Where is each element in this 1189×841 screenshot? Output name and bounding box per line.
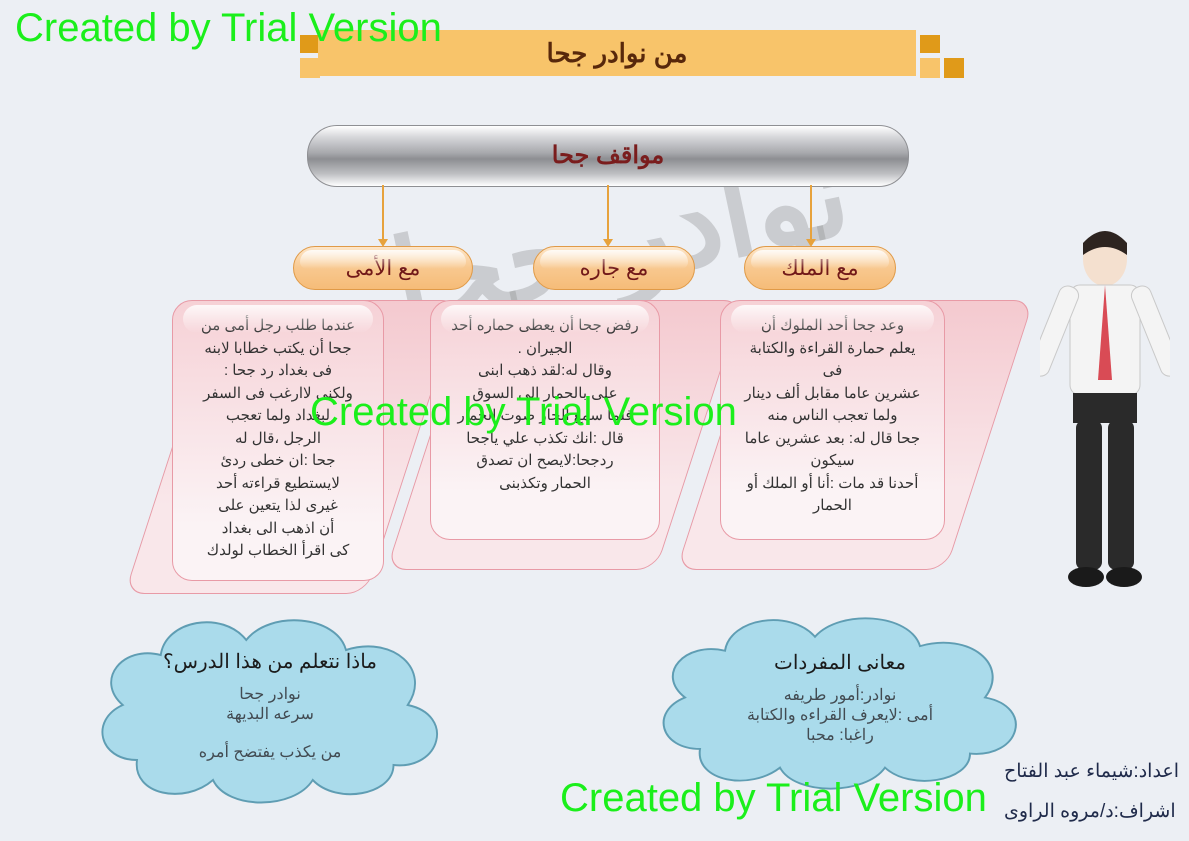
pill-label: مع الملك (781, 256, 858, 281)
pill-label: مع جاره (580, 256, 649, 281)
person-icon (1040, 225, 1170, 605)
cloud-line (268, 724, 272, 742)
pill-umi: مع الأمى (293, 246, 473, 290)
cloud-line: راغبا: محبا (806, 725, 874, 745)
card-front: وعد جحا أحد الملوك أن يعلم حمارة القراءة… (720, 300, 945, 540)
connector-line (810, 185, 812, 239)
card-neighbor: رفض جحا أن يعطى حماره أحد الجيران . وقال… (430, 300, 700, 570)
cloud-line: أمى :لايعرف القراءه والكتابة (747, 705, 933, 725)
title-deco-square (944, 58, 964, 78)
connector-line (382, 185, 384, 239)
pill-label: مع الأمى (346, 256, 421, 281)
cloud-text: معانى المفردات نوادر:أمور طريفهأمى :لايعر… (640, 590, 1040, 805)
pill-king: مع الملك (744, 246, 896, 290)
card-king: وعد جحا أحد الملوك أن يعلم حمارة القراءة… (720, 300, 990, 570)
cloud-line: نوادر جحا (239, 684, 301, 704)
cloud-vocab: معانى المفردات نوادر:أمور طريفهأمى :لايعر… (640, 590, 1040, 805)
trial-watermark: Created by Trial Version (15, 6, 442, 51)
credit-line: اشراف:د/مروه الراوى (1004, 800, 1176, 823)
cloud-line: نوادر:أمور طريفه (784, 685, 897, 705)
title-deco-square (300, 58, 320, 78)
connector-line (607, 185, 609, 239)
cloud-title: معانى المفردات (774, 650, 906, 675)
pill-neighbor: مع جاره (533, 246, 695, 290)
cloud-text: ماذا نتعلم من هذا الدرس؟ نوادر جحاسرعه ال… (80, 590, 460, 820)
title-text: من نوادر جحا (547, 38, 688, 68)
title-deco-square (920, 35, 940, 53)
card-umi: عندما طلب رجل أمى من جحا أن يكتب خطابا ل… (172, 300, 414, 594)
cloud-title: ماذا نتعلم من هذا الدرس؟ (163, 649, 377, 674)
credit-line: اعداد:شيماء عبد الفتاح (1004, 760, 1179, 783)
card-front: عندما طلب رجل أمى من جحا أن يكتب خطابا ل… (172, 300, 384, 581)
cloud-line: من يكذب يفتضح أمره (199, 742, 342, 762)
cloud-line: سرعه البديهة (226, 704, 314, 724)
capsule-main: مواقف جحا (307, 125, 909, 187)
trial-watermark: Created by Trial Version (310, 390, 737, 435)
title-deco-square (920, 58, 940, 78)
cloud-lessons: ماذا نتعلم من هذا الدرس؟ نوادر جحاسرعه ال… (80, 590, 460, 820)
capsule-text: مواقف جحا (552, 142, 665, 169)
trial-watermark: Created by Trial Version (560, 776, 987, 821)
